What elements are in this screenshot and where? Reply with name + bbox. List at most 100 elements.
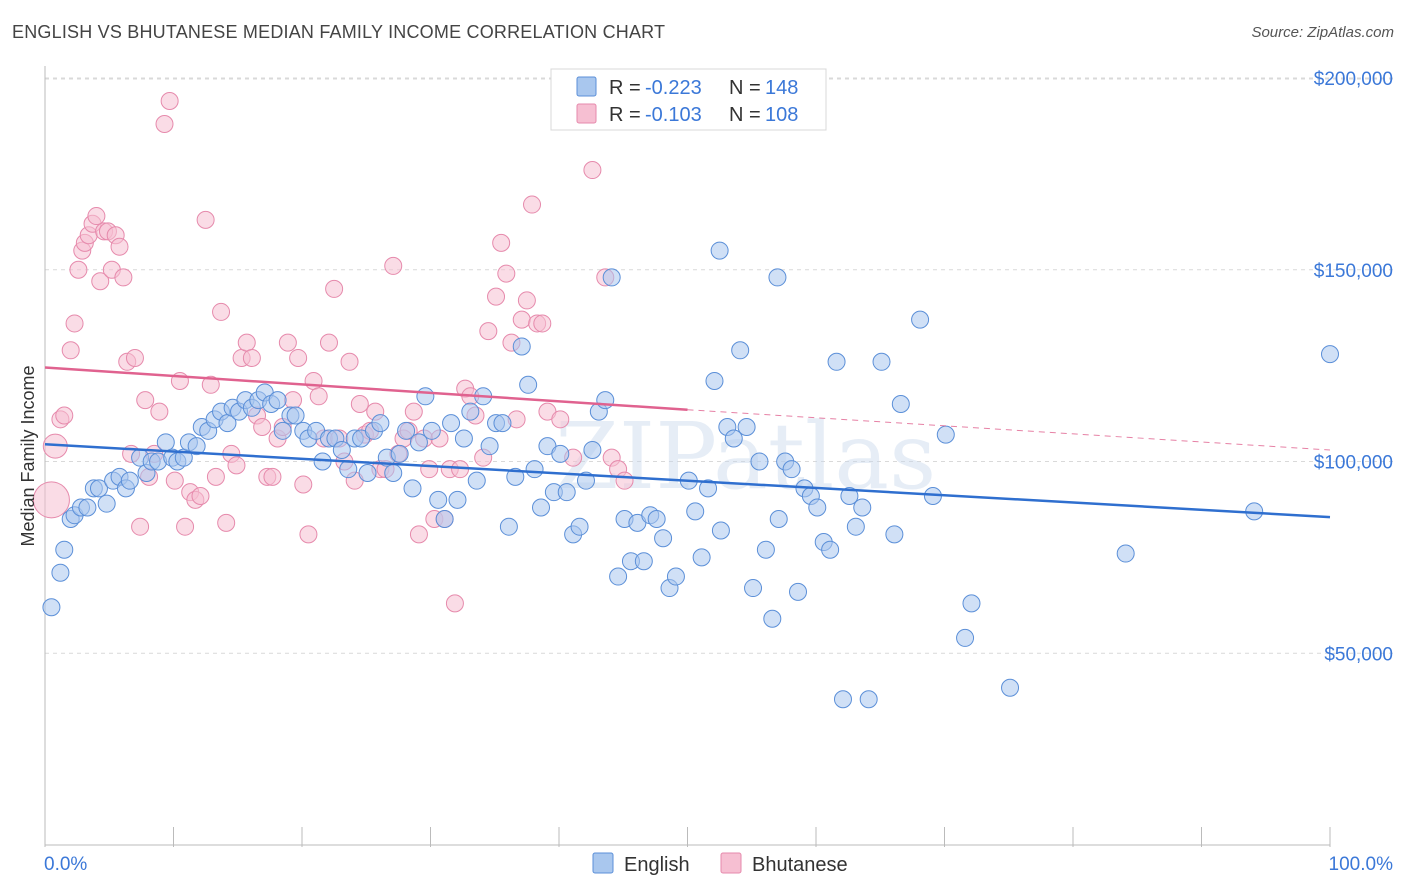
english-point bbox=[936, 425, 955, 444]
english-point bbox=[384, 464, 403, 483]
english-point bbox=[744, 579, 763, 598]
legend-n-value: 148 bbox=[765, 77, 798, 99]
bhutanese-point bbox=[284, 391, 303, 410]
bhutanese-point bbox=[110, 237, 129, 256]
english-point bbox=[42, 598, 61, 617]
english-point bbox=[187, 437, 206, 456]
bhutanese-point bbox=[165, 471, 184, 490]
english-point bbox=[872, 352, 891, 371]
legend-swatch-english bbox=[576, 76, 597, 97]
bhutanese-point bbox=[87, 207, 106, 226]
bhutanese-point bbox=[445, 594, 464, 613]
bhutanese-point bbox=[160, 92, 179, 111]
data-points bbox=[32, 92, 1339, 709]
bhutanese-point bbox=[237, 333, 256, 352]
bottom-legend-swatch-english bbox=[592, 852, 614, 874]
english-point bbox=[699, 479, 718, 498]
english-point bbox=[782, 460, 801, 479]
bhutanese-point bbox=[150, 402, 169, 421]
legend-r-label: R = bbox=[609, 104, 641, 126]
english-point bbox=[1001, 678, 1020, 697]
english-point bbox=[859, 690, 878, 709]
bhutanese-point bbox=[131, 517, 150, 536]
english-point bbox=[429, 490, 448, 509]
english-point bbox=[416, 387, 435, 406]
bhutanese-point bbox=[517, 291, 536, 310]
bhutanese-point bbox=[350, 394, 369, 413]
bhutanese-point bbox=[615, 471, 634, 490]
bhutanese-point bbox=[299, 525, 318, 544]
bhutanese-point bbox=[340, 352, 359, 371]
bhutanese-point bbox=[253, 417, 272, 436]
bottom-legend-english: English bbox=[624, 854, 690, 876]
english-point bbox=[371, 414, 390, 433]
bhutanese-point bbox=[325, 279, 344, 298]
english-point bbox=[821, 540, 840, 559]
bhutanese-point bbox=[217, 513, 236, 532]
legend-n-label: N = bbox=[729, 77, 761, 99]
english-point bbox=[519, 375, 538, 394]
bhutanese-point bbox=[289, 348, 308, 367]
english-point bbox=[609, 567, 628, 586]
legend-n-label: N = bbox=[729, 104, 761, 126]
bottom-legend-bhutanese: Bhutanese bbox=[752, 854, 848, 876]
x-tick-label: 0.0% bbox=[44, 854, 87, 875]
bhutanese-point bbox=[242, 348, 261, 367]
english-point bbox=[962, 594, 981, 613]
english-point bbox=[789, 582, 808, 601]
english-point bbox=[268, 391, 287, 410]
y-tick-label: $200,000 bbox=[1314, 69, 1393, 90]
english-point bbox=[403, 479, 422, 498]
english-point bbox=[397, 421, 416, 440]
english-point bbox=[666, 567, 685, 586]
bhutanese-point bbox=[304, 371, 323, 390]
bhutanese-point bbox=[319, 333, 338, 352]
english-point bbox=[422, 421, 441, 440]
bhutanese-point bbox=[227, 456, 246, 475]
english-point bbox=[1321, 345, 1339, 364]
english-point bbox=[654, 529, 673, 548]
english-point bbox=[55, 540, 74, 559]
bhutanese-point bbox=[583, 161, 602, 180]
legend: R = -0.223 N = 148 R = -0.103 N = 108 bbox=[550, 68, 827, 131]
english-point bbox=[827, 352, 846, 371]
y-tick-label: $100,000 bbox=[1314, 453, 1393, 474]
english-point bbox=[596, 391, 615, 410]
legend-swatch-bhutanese bbox=[576, 103, 597, 124]
y-tick-labels: $50,000 $100,000 $150,000 $200,000 bbox=[1314, 69, 1393, 665]
english-point bbox=[833, 690, 852, 709]
english-point bbox=[273, 421, 292, 440]
english-point bbox=[1116, 544, 1135, 563]
english-point bbox=[358, 464, 377, 483]
english-point bbox=[448, 490, 467, 509]
source-label: Source: ZipAtlas.com bbox=[1251, 24, 1394, 41]
bhutanese-point bbox=[384, 256, 403, 275]
english-point bbox=[89, 479, 108, 498]
english-point bbox=[692, 548, 711, 567]
english-point bbox=[710, 241, 729, 260]
bhutanese-point bbox=[212, 302, 231, 321]
english-point bbox=[339, 460, 358, 479]
bhutanese-point bbox=[523, 195, 542, 214]
bhutanese-point bbox=[420, 460, 439, 479]
english-point bbox=[454, 429, 473, 448]
bhutanese-point bbox=[196, 210, 215, 229]
bhutanese-point bbox=[55, 406, 74, 425]
english-point bbox=[885, 525, 904, 544]
english-point bbox=[647, 510, 666, 529]
legend-n-value: 108 bbox=[765, 104, 798, 126]
english-point bbox=[602, 268, 621, 287]
english-point bbox=[705, 371, 724, 390]
english-point bbox=[570, 517, 589, 536]
bhutanese-point bbox=[551, 410, 570, 429]
english-point bbox=[506, 467, 525, 486]
english-point bbox=[525, 460, 544, 479]
bhutanese-point bbox=[404, 402, 423, 421]
english-point bbox=[512, 337, 531, 356]
english-point bbox=[768, 268, 787, 287]
english-point bbox=[737, 417, 756, 436]
bottom-legend-swatch-bhutanese bbox=[720, 852, 742, 874]
bhutanese-point bbox=[263, 467, 282, 486]
bhutanese-point bbox=[61, 341, 80, 360]
x-tick-label: 100.0% bbox=[1329, 854, 1394, 875]
